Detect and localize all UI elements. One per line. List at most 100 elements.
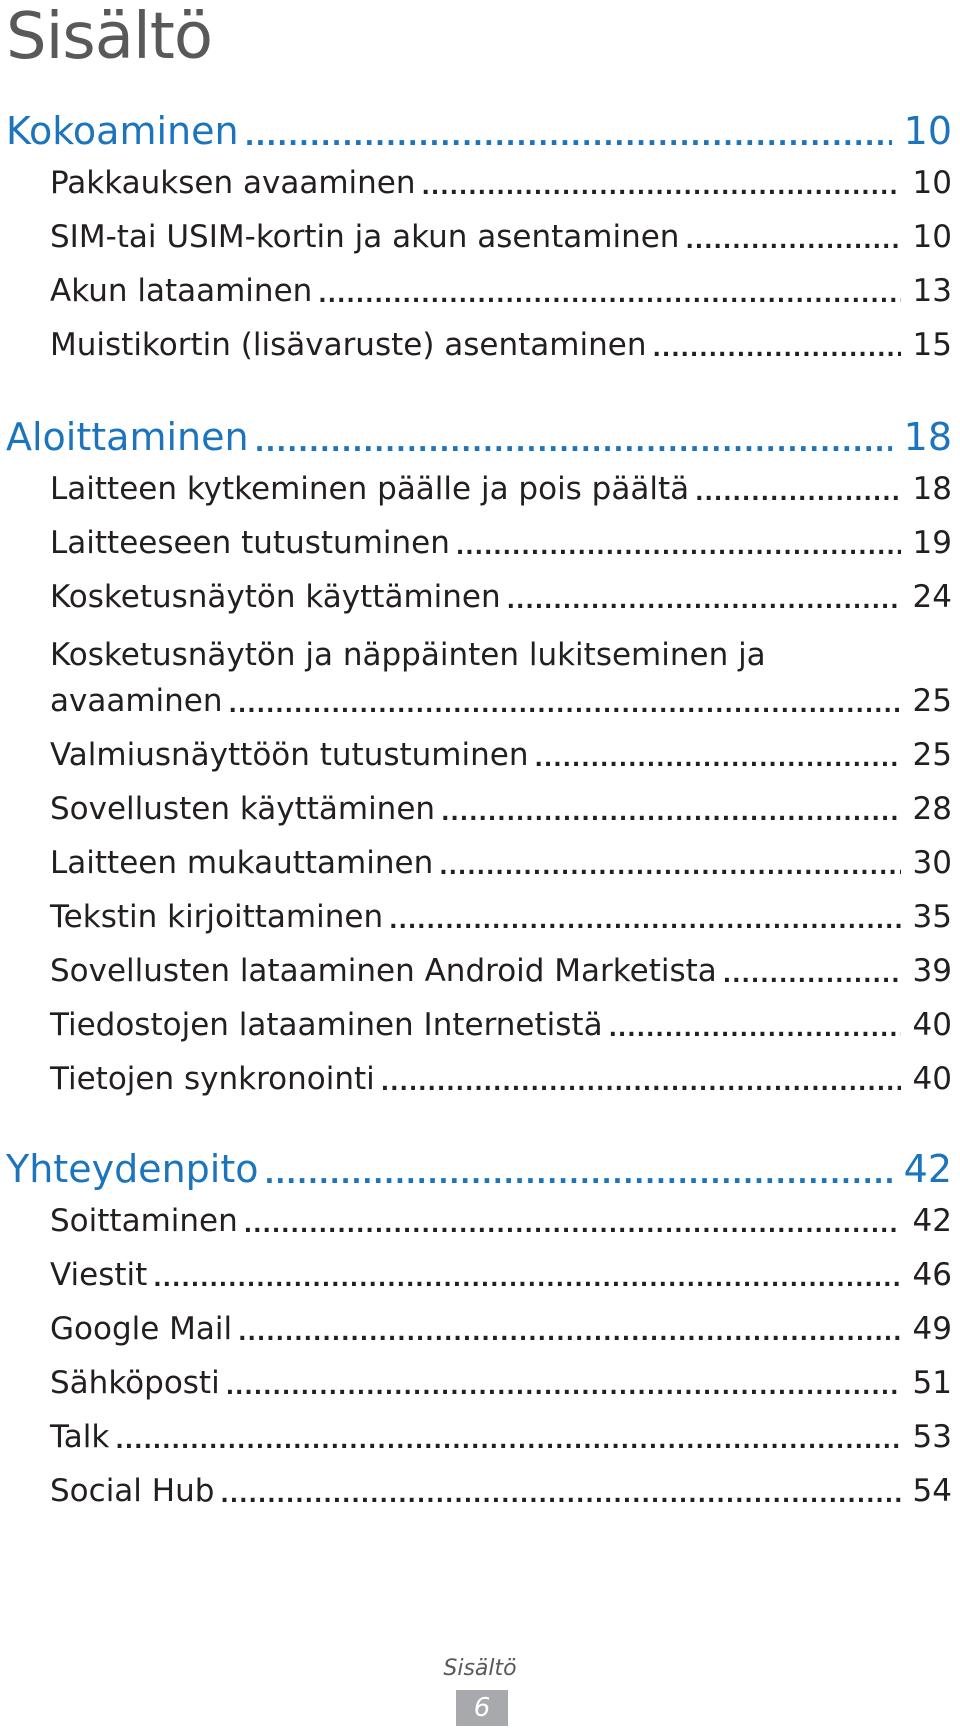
toc-entry[interactable]: Tekstin kirjoittaminen .................… — [50, 902, 952, 933]
toc-entry[interactable]: Sähköposti .............................… — [50, 1368, 952, 1399]
entry-title: Akun lataaminen — [50, 273, 313, 309]
leader-dots: ........................................… — [389, 911, 901, 933]
leader-dots: ........................................… — [244, 124, 892, 150]
leader-dots: ........................................… — [455, 537, 901, 559]
leader-dots: ........................................… — [220, 1485, 900, 1507]
toc-entry[interactable]: Tietojen synkronointi ..................… — [50, 1064, 952, 1095]
entry-title: Laitteen mukauttaminen — [50, 845, 434, 881]
leader-dots: ........................................… — [380, 1073, 901, 1095]
leader-dots: ........................................… — [421, 177, 901, 199]
entry-title: Muistikortin (lisävaruste) asentaminen — [50, 327, 647, 363]
leader-dots: ........................................… — [238, 1323, 900, 1345]
toc-entry[interactable]: Laitteeseen tutustuminen ...............… — [50, 528, 952, 559]
entry-page-number: 19 — [912, 525, 952, 561]
chapter-page-number: 42 — [903, 1147, 952, 1191]
leader-dots: ........................................… — [652, 339, 900, 361]
entry-page-number: 46 — [912, 1257, 952, 1293]
entry-title: Pakkauksen avaaminen — [50, 165, 416, 201]
entry-title-line1: Kosketusnäytön ja näppäinten lukitsemine… — [50, 637, 766, 673]
entry-page-number: 30 — [912, 845, 952, 881]
entry-title: Talk — [50, 1419, 110, 1455]
toc-entry[interactable]: Sovellusten käyttäminen ................… — [50, 794, 952, 825]
entry-page-number: 40 — [912, 1061, 952, 1097]
toc-chapter-yhteydenpito[interactable]: Yhteydenpito ...........................… — [6, 1150, 952, 1188]
toc-entry[interactable]: Kosketusnäytön käyttäminen .............… — [50, 582, 952, 613]
leader-dots: ........................................… — [722, 965, 901, 987]
footer-section-label: Sisältö — [443, 1656, 517, 1681]
chapter-title: Kokoaminen — [6, 109, 239, 153]
toc-entry[interactable]: Laitteen kytkeminen päälle ja pois päält… — [50, 474, 952, 505]
entry-title: Laitteen kytkeminen päälle ja pois päält… — [50, 471, 690, 507]
leader-dots: ........................................… — [695, 483, 901, 505]
toc-entry[interactable]: SIM-tai USIM-kortin ja akun asentaminen … — [50, 222, 952, 253]
leader-dots: ........................................… — [608, 1019, 901, 1041]
leader-dots: ........................................… — [506, 591, 901, 613]
toc-chapter-aloittaminen[interactable]: Aloittaminen ...........................… — [6, 418, 952, 456]
entry-title: Valmiusnäyttöön tutustuminen — [50, 737, 529, 773]
entry-page-number: 25 — [912, 737, 952, 773]
toc-chapter-kokoaminen[interactable]: Kokoaminen .............................… — [6, 112, 952, 150]
entry-page-number: 13 — [912, 273, 952, 309]
entry-title: Laitteeseen tutustuminen — [50, 525, 450, 561]
entry-title: Sovellusten käyttäminen — [50, 791, 436, 827]
leader-dots: ........................................… — [318, 285, 901, 307]
entry-page-number: 10 — [912, 165, 952, 201]
chapter-title: Aloittaminen — [6, 415, 249, 459]
entry-page-number: 40 — [912, 1007, 952, 1043]
toc-entry[interactable]: Valmiusnäyttöön tutustuminen ...........… — [50, 740, 952, 771]
entry-page-number: 28 — [912, 791, 952, 827]
toc-entry[interactable]: Google Mail ............................… — [50, 1314, 952, 1345]
leader-dots: ........................................… — [439, 857, 901, 879]
entry-title: avaaminen — [50, 683, 223, 719]
toc-entry[interactable]: Muistikortin (lisävaruste) asentaminen .… — [50, 330, 952, 361]
toc-entry[interactable]: Viestit ................................… — [50, 1260, 952, 1291]
page-title: Sisältö — [6, 0, 213, 74]
chapter-page-number: 10 — [903, 109, 952, 153]
leader-dots: ........................................… — [115, 1431, 901, 1453]
toc-entry[interactable]: Sovellusten lataaminen Android Marketist… — [50, 956, 952, 987]
entry-title: Tekstin kirjoittaminen — [50, 899, 384, 935]
leader-dots: ........................................… — [685, 231, 901, 253]
entry-page-number: 35 — [912, 899, 952, 935]
entry-title: Soittaminen — [50, 1203, 238, 1239]
toc-entry[interactable]: Laitteen mukauttaminen .................… — [50, 848, 952, 879]
entry-page-number: 49 — [912, 1311, 952, 1347]
entry-page-number: 15 — [912, 327, 952, 363]
toc-entry[interactable]: Pakkauksen avaaminen ...................… — [50, 168, 952, 199]
footer-page-number: 6 — [456, 1690, 508, 1726]
toc-entry[interactable]: Talk ...................................… — [50, 1422, 952, 1453]
entry-page-number: 54 — [912, 1473, 952, 1509]
entry-title: Tiedostojen lataaminen Internetistä — [50, 1007, 603, 1043]
toc-entry[interactable]: Tiedostojen lataaminen Internetistä ....… — [50, 1010, 952, 1041]
entry-page-number: 24 — [912, 579, 952, 615]
chapter-page-number: 18 — [903, 415, 952, 459]
toc-entry[interactable]: Soittaminen ............................… — [50, 1206, 952, 1237]
toc-entry[interactable]: avaaminen ..............................… — [50, 686, 952, 717]
leader-dots: ........................................… — [264, 1162, 891, 1188]
entry-title: Social Hub — [50, 1473, 215, 1509]
entry-page-number: 42 — [912, 1203, 952, 1239]
entry-page-number: 51 — [912, 1365, 952, 1401]
leader-dots: ........................................… — [225, 1377, 901, 1399]
leader-dots: ........................................… — [254, 430, 892, 456]
entry-page-number: 10 — [912, 219, 952, 255]
leader-dots: ........................................… — [441, 803, 900, 825]
entry-title: Sähköposti — [50, 1365, 220, 1401]
entry-title: SIM-tai USIM-kortin ja akun asentaminen — [50, 219, 680, 255]
entry-title: Tietojen synkronointi — [50, 1061, 375, 1097]
toc-entry[interactable]: Social Hub .............................… — [50, 1476, 952, 1507]
leader-dots: ........................................… — [228, 695, 901, 717]
entry-page-number: 25 — [912, 683, 952, 719]
entry-page-number: 39 — [912, 953, 952, 989]
entry-title: Kosketusnäytön käyttäminen — [50, 579, 501, 615]
chapter-title: Yhteydenpito — [6, 1147, 259, 1191]
entry-title: Sovellusten lataaminen Android Marketist… — [50, 953, 717, 989]
leader-dots: ........................................… — [243, 1215, 901, 1237]
entry-title: Google Mail — [50, 1311, 233, 1347]
toc-entry[interactable]: Akun lataaminen ........................… — [50, 276, 952, 307]
entry-page-number: 18 — [912, 471, 952, 507]
entry-title: Viestit — [50, 1257, 148, 1293]
leader-dots: ........................................… — [153, 1269, 901, 1291]
leader-dots: ........................................… — [534, 749, 901, 771]
entry-page-number: 53 — [912, 1419, 952, 1455]
